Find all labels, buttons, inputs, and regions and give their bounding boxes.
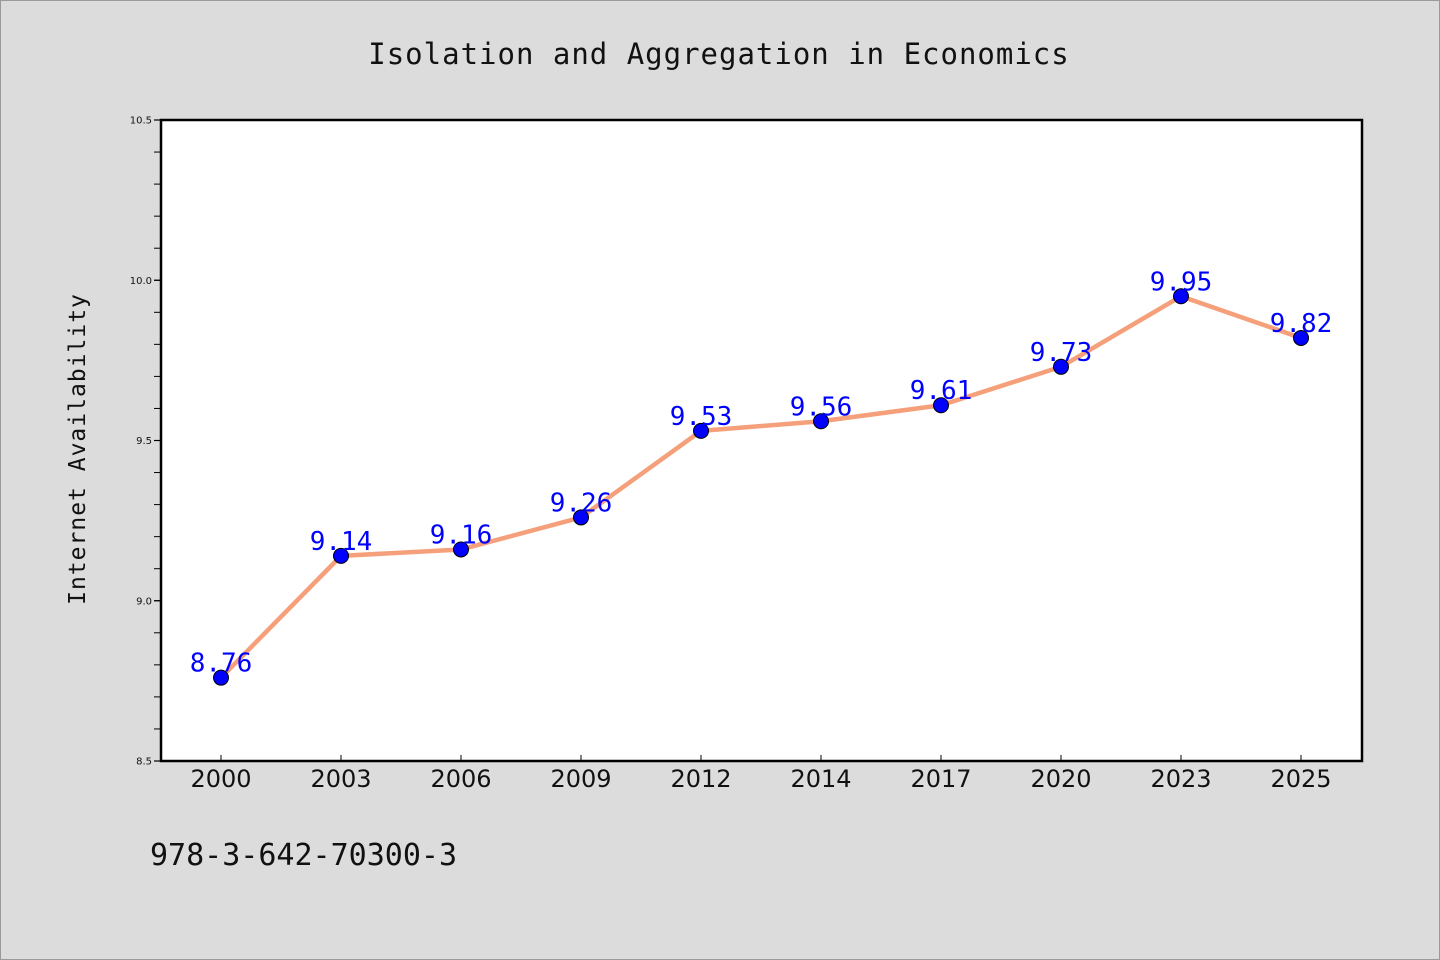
y-tick-label: 9.0 xyxy=(136,596,152,607)
data-point xyxy=(1173,288,1189,305)
isbn-text: 978-3-642-70300-3 xyxy=(150,838,457,873)
y-tick-label: 9.5 xyxy=(136,436,152,447)
data-labels: 8.76 9.14 9.16 9.26 9.53 9.56 9.61 9.73 9.95 9.82 xyxy=(190,267,1333,678)
data-point xyxy=(1053,358,1069,375)
data-point xyxy=(573,509,589,526)
x-tick-label: 2014 xyxy=(790,765,851,793)
series-line xyxy=(218,294,1304,680)
x-tick-label: 2020 xyxy=(1030,765,1091,793)
data-label: 9.73 xyxy=(1030,338,1093,368)
data-point xyxy=(693,422,709,439)
y-tick-label: 8.5 xyxy=(136,757,152,768)
plot-frame xyxy=(159,118,1364,763)
plot-area xyxy=(161,120,1362,761)
series-line-group xyxy=(218,294,1304,680)
x-tick-label: 2006 xyxy=(430,765,491,793)
x-tick-label: 2023 xyxy=(1150,765,1211,793)
y-axis-ticks: 8.5 9.0 9.5 10.0 10.5 xyxy=(130,116,161,768)
y-tick-label: 10.0 xyxy=(130,276,152,287)
x-tick-label: 2017 xyxy=(910,765,971,793)
data-point xyxy=(213,669,229,686)
data-point xyxy=(453,541,469,558)
data-label: 9.53 xyxy=(670,402,733,432)
x-tick-label: 2025 xyxy=(1270,765,1331,793)
data-point xyxy=(933,397,949,414)
data-label: 9.26 xyxy=(550,488,613,518)
data-label: 9.16 xyxy=(430,520,493,550)
data-label: 9.95 xyxy=(1150,267,1213,297)
data-label: 9.61 xyxy=(910,376,973,406)
chart-title: Isolation and Aggregation in Economics xyxy=(368,37,1069,71)
x-tick-label: 2000 xyxy=(190,765,251,793)
data-label: 8.76 xyxy=(190,649,253,679)
x-tick-label: 2009 xyxy=(550,765,611,793)
data-point xyxy=(333,547,349,564)
data-point xyxy=(1293,329,1309,346)
y-axis-label: Internet Availability xyxy=(65,293,91,605)
data-label: 9.56 xyxy=(790,392,853,422)
x-tick-label: 2012 xyxy=(670,765,731,793)
x-axis-ticks: 2000 2003 2006 2009 2012 2014 2017 2020 2023 2025 xyxy=(190,755,1332,793)
data-points xyxy=(213,288,1309,686)
data-label: 9.82 xyxy=(1270,309,1333,339)
data-label: 9.14 xyxy=(310,527,373,557)
data-point xyxy=(813,413,829,430)
y-tick-label: 10.5 xyxy=(130,116,152,127)
x-tick-label: 2003 xyxy=(310,765,371,793)
